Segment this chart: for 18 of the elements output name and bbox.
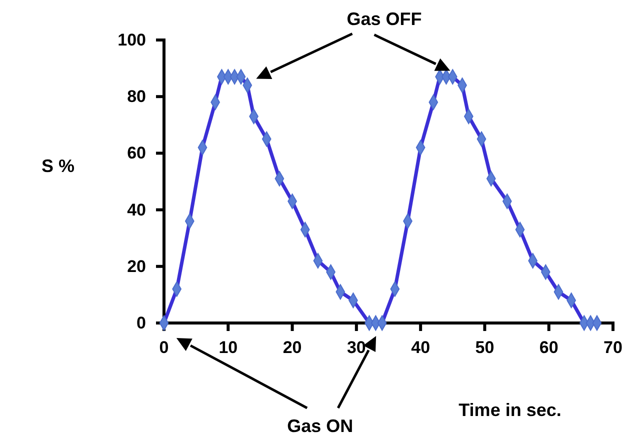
y-tick-label: 60 — [127, 144, 146, 163]
y-axis-title: S % — [41, 156, 75, 176]
x-tick-label: 10 — [218, 338, 238, 358]
text: Gas ON — [287, 416, 354, 436]
x-tick-label: 20 — [282, 338, 302, 358]
y-tick-label: 20 — [127, 256, 146, 276]
x-tick-label: 40 — [411, 338, 430, 358]
y-tick-label: 80 — [127, 87, 146, 106]
x-tick-label: 50 — [475, 338, 494, 358]
x-axis-title: Time in sec. — [458, 400, 562, 420]
x-tick-label: 30 — [346, 338, 366, 358]
x-tick-label: 0 — [159, 338, 169, 358]
y-tick-label: 40 — [127, 200, 146, 220]
y-tick-label: 100 — [118, 30, 146, 50]
x-tick-label: 70 — [604, 338, 622, 358]
text: Gas OFF — [346, 8, 422, 29]
x-tick-label: 60 — [539, 338, 558, 358]
y-tick-label: 0 — [136, 313, 146, 332]
